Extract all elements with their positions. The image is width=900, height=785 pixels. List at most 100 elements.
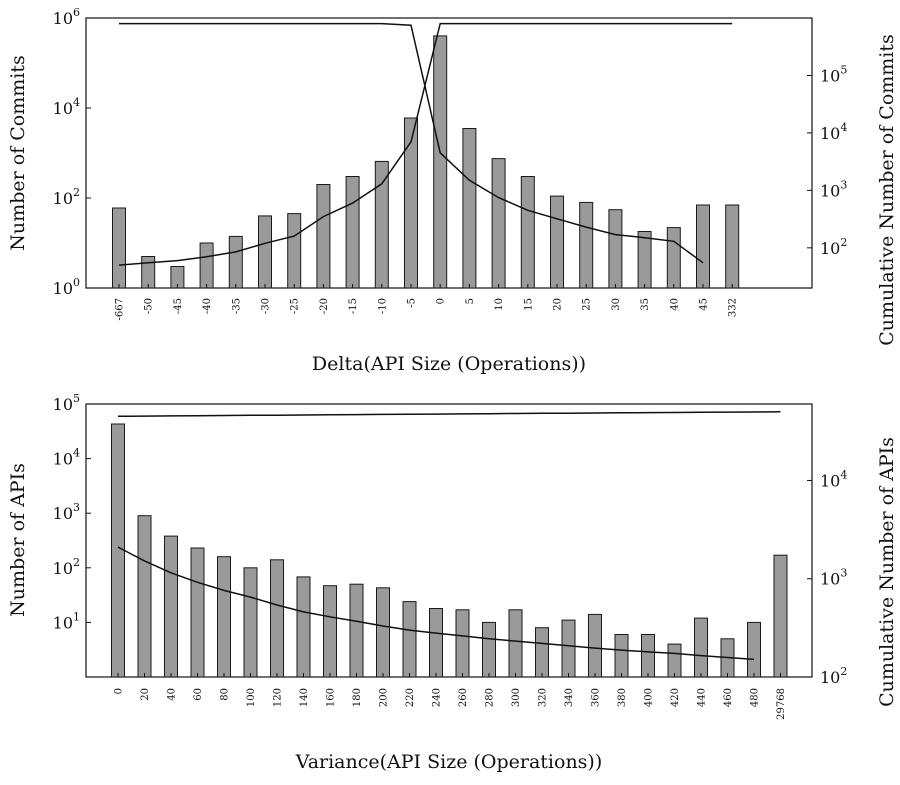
variance-left-tick-label: 105 bbox=[53, 392, 80, 414]
variance-right-axis-ticks: 102 103 104 bbox=[807, 468, 847, 687]
variance-bar bbox=[111, 423, 125, 678]
delta-bar bbox=[696, 204, 710, 289]
variance-x-axis-label: Variance(API Size (Operations)) bbox=[295, 751, 603, 773]
variance-bar bbox=[667, 643, 682, 678]
delta-bar bbox=[666, 227, 681, 289]
variance-bar bbox=[164, 535, 178, 678]
delta-x-tick-label: -10 bbox=[377, 298, 388, 314]
variance-x-tick-label: 29768 bbox=[776, 688, 787, 720]
variance-right-tick-label: 104 bbox=[820, 468, 847, 490]
variance-chart: 101 102 103 104 105 102 103 104 0 20 40 60 80 100 12… bbox=[7, 392, 898, 773]
delta-right-axis-ticks: 102 103 104 105 bbox=[807, 63, 847, 258]
variance-x-tick-label: 480 bbox=[750, 688, 761, 707]
delta-x-tick-label: 35 bbox=[640, 298, 651, 311]
delta-bars bbox=[112, 35, 740, 289]
variance-x-tick-label: 220 bbox=[405, 688, 416, 707]
variance-bar bbox=[217, 556, 231, 678]
variance-x-tick-label: 0 bbox=[114, 688, 125, 694]
delta-x-axis-label: Delta(API Size (Operations)) bbox=[312, 353, 586, 375]
variance-x-tick-label: 40 bbox=[167, 688, 178, 701]
variance-x-tick-label: 440 bbox=[697, 688, 708, 707]
delta-right-tick-label: 104 bbox=[820, 121, 847, 143]
delta-x-tick-label: -15 bbox=[348, 298, 359, 314]
variance-plot-frame bbox=[85, 403, 813, 678]
delta-x-tick-label: -5 bbox=[407, 298, 418, 308]
variance-x-tick-label: 420 bbox=[670, 688, 681, 707]
variance-left-tick-label: 104 bbox=[53, 447, 80, 469]
delta-y-axis-label: Number of Commits bbox=[7, 55, 29, 250]
variance-x-tick-label: 20 bbox=[140, 688, 151, 701]
variance-right-tick-label: 102 bbox=[820, 665, 847, 687]
delta-bar bbox=[462, 128, 477, 289]
delta-bar bbox=[608, 209, 623, 289]
delta-left-tick-label: 100 bbox=[53, 276, 80, 298]
variance-x-tick-label: 300 bbox=[511, 688, 522, 707]
variance-x-tick-label: 320 bbox=[538, 688, 549, 707]
variance-bar bbox=[482, 621, 496, 678]
delta-x-tick-label: 30 bbox=[611, 298, 622, 311]
variance-x-tick-label: 240 bbox=[432, 688, 443, 707]
variance-bar bbox=[190, 547, 205, 678]
variance-cumulative-line-1 bbox=[117, 411, 781, 418]
delta-bar bbox=[550, 195, 564, 289]
delta-left-tick-label: 102 bbox=[53, 186, 80, 208]
variance-x-tick-label: 340 bbox=[564, 688, 575, 707]
variance-x-tick-label: 260 bbox=[458, 688, 469, 707]
variance-bar bbox=[429, 608, 443, 678]
delta-bar bbox=[579, 201, 594, 289]
variance-bar bbox=[561, 619, 576, 678]
variance-bar bbox=[137, 515, 152, 678]
delta-left-tick-label: 106 bbox=[53, 6, 80, 28]
variance-left-tick-label: 101 bbox=[53, 610, 80, 632]
delta-x-axis-ticks: -667 -50 -45 -40 -35 -30 -25 -20 -15 -10 -5 0 5 10 15 2… bbox=[115, 284, 739, 320]
variance-left-tick-label: 102 bbox=[53, 556, 80, 578]
variance-x-tick-label: 180 bbox=[352, 688, 363, 707]
variance-bar bbox=[641, 634, 655, 678]
delta-bar bbox=[374, 160, 389, 289]
variance-x-tick-label: 360 bbox=[591, 688, 602, 707]
delta-x-tick-label: -667 bbox=[115, 298, 126, 320]
variance-y-axis-label: Number of APIs bbox=[7, 463, 29, 617]
variance-bar bbox=[270, 559, 284, 678]
variance-left-tick-label: 103 bbox=[53, 501, 80, 523]
variance-left-axis-ticks: 101 102 103 104 105 bbox=[53, 392, 91, 632]
delta-left-tick-label: 104 bbox=[53, 96, 80, 118]
delta-bar bbox=[258, 215, 272, 289]
delta-bar bbox=[199, 242, 214, 289]
delta-cumulative-line-1 bbox=[118, 22, 733, 266]
variance-bar bbox=[243, 567, 258, 678]
delta-bar bbox=[345, 176, 360, 289]
variance-bar bbox=[349, 583, 364, 678]
delta-bar bbox=[141, 256, 156, 289]
variance-bar bbox=[614, 634, 629, 678]
variance-x-tick-label: 80 bbox=[220, 688, 231, 701]
variance-x-tick-label: 380 bbox=[617, 688, 628, 707]
variance-bar bbox=[535, 627, 549, 678]
delta-right-tick-label: 105 bbox=[820, 63, 847, 85]
variance-x-tick-label: 160 bbox=[326, 688, 337, 707]
delta-x-tick-label: -50 bbox=[144, 298, 155, 314]
variance-right-axis-label: Cumulative Number of APIs bbox=[876, 437, 898, 707]
delta-x-tick-label: 5 bbox=[465, 298, 476, 304]
delta-right-tick-label: 103 bbox=[820, 178, 847, 200]
variance-bars bbox=[111, 423, 788, 678]
delta-bar bbox=[491, 158, 506, 289]
variance-bar bbox=[588, 613, 602, 678]
variance-x-tick-label: 60 bbox=[193, 688, 204, 701]
delta-bar bbox=[725, 204, 740, 289]
delta-bar bbox=[637, 231, 652, 289]
delta-right-tick-label: 102 bbox=[820, 236, 847, 258]
variance-bar bbox=[455, 609, 470, 678]
delta-right-axis-label: Cumulative Number of Commits bbox=[876, 34, 898, 346]
delta-x-tick-label: 40 bbox=[669, 298, 680, 311]
delta-x-tick-label: -25 bbox=[290, 298, 301, 314]
delta-x-tick-label: -35 bbox=[231, 298, 242, 314]
delta-x-tick-label: -40 bbox=[202, 298, 213, 314]
delta-bar bbox=[404, 117, 418, 289]
delta-bar bbox=[287, 213, 302, 289]
variance-x-tick-label: 120 bbox=[273, 688, 284, 707]
variance-bar bbox=[296, 576, 311, 678]
variance-bar bbox=[747, 621, 761, 678]
delta-x-tick-label: 0 bbox=[436, 298, 447, 304]
